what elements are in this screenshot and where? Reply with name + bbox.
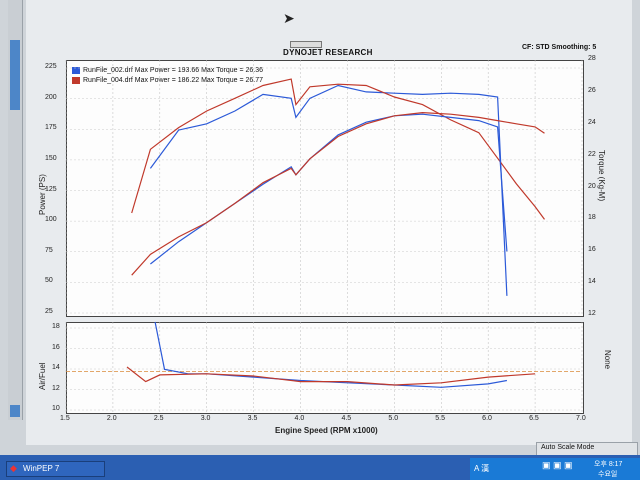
legend-label: RunFile_004.drf Max Power = 186.22 Max T… (83, 77, 264, 84)
legend-item: RunFile_004.drf Max Power = 186.22 Max T… (72, 76, 263, 86)
af-tick-label: 12 (52, 384, 60, 392)
taskbar-winpep-button[interactable]: ◆ WinPEP 7 (6, 461, 105, 477)
series-line-power (131, 78, 545, 220)
power-tick-label: 100 (45, 216, 57, 224)
power-tick-label: 25 (45, 308, 53, 315)
air-fuel-plot (66, 322, 584, 414)
legend-item: RunFile_002.drf Max Power = 193.66 Max T… (72, 66, 263, 76)
x-tick-label: 6.5 (529, 415, 539, 422)
x-tick-label: 1.5 (60, 415, 70, 422)
x-tick-label: 5.5 (435, 415, 445, 422)
clock-time[interactable]: 오후 8:17 (594, 461, 623, 468)
cf-smoothing-label: CF: STD Smoothing: 5 (522, 44, 597, 51)
x-axis-label: Engine Speed (RPM x1000) (275, 426, 378, 435)
scroll-thumb-bottom[interactable] (10, 405, 20, 417)
torque-tick-label: 24 (588, 118, 596, 126)
legend-label: RunFile_002.drf Max Power = 193.66 Max T… (83, 67, 264, 74)
auto-scale-label: Auto Scale Mode (541, 444, 595, 451)
scroll-thumb[interactable] (10, 40, 20, 110)
x-tick-label: 2.5 (153, 415, 164, 422)
x-tick-label: 6.0 (482, 415, 492, 422)
system-tray: A 漢 ▣ ▣ ▣ 오후 8:17 수요일 (470, 458, 640, 480)
ime-indicator[interactable]: A 漢 (474, 464, 490, 473)
auto-scale-status: Auto Scale Mode (536, 442, 638, 456)
legend-swatch (72, 66, 80, 74)
torque-tick-label: 28 (588, 55, 596, 62)
af-tick-label: 18 (52, 323, 60, 330)
winpep-app-icon: ◆ (10, 463, 17, 473)
torque-tick-label: 20 (588, 182, 596, 190)
series-line-af (126, 366, 536, 386)
power-tick-label: 225 (45, 63, 57, 70)
torque-tick-label: 16 (588, 246, 596, 254)
power-tick-label: 50 (45, 277, 53, 285)
x-tick-label: 2.0 (106, 415, 117, 422)
af-tick-label: 14 (52, 364, 60, 371)
power-tick-label: 175 (45, 124, 57, 132)
x-tick-label: 4.0 (294, 415, 305, 422)
x-tick-label: 5.0 (388, 415, 399, 422)
af-tick-label: 16 (52, 343, 60, 351)
mouse-cursor-icon: ➤ (283, 10, 295, 26)
torque-tick-label: 26 (588, 86, 596, 94)
tray-icons[interactable]: ▣ ▣ ▣ (542, 460, 573, 470)
power-torque-plot (66, 60, 584, 317)
torque-tick-label: 18 (588, 214, 596, 222)
torque-tick-label: 22 (588, 150, 596, 158)
power-tick-label: 150 (45, 154, 57, 162)
page-title: DYNOJET RESEARCH (283, 48, 373, 57)
series-line-af (154, 321, 508, 388)
power-tick-label: 75 (45, 246, 53, 254)
power-tick-label: 200 (45, 93, 57, 101)
x-tick-label: 3.5 (247, 415, 258, 422)
torque-tick-label: 14 (588, 278, 596, 286)
chart-legend: RunFile_002.drf Max Power = 193.66 Max T… (72, 66, 263, 86)
power-tick-label: 125 (45, 185, 57, 193)
x-tick-label: 4.5 (341, 415, 352, 422)
legend-swatch (72, 76, 80, 84)
torque-tick-label: 12 (588, 310, 596, 317)
series-line-torque (131, 111, 545, 276)
left-scrollbar[interactable] (8, 0, 23, 420)
series-line-power (149, 84, 508, 296)
taskbar-item-label: WinPEP 7 (23, 464, 60, 473)
splitter-handle[interactable] (290, 41, 322, 48)
x-tick-label: 7.0 (576, 415, 586, 422)
series-line-torque (150, 113, 508, 265)
x-tick-label: 3.0 (200, 415, 211, 422)
clock-day: 수요일 (598, 471, 618, 478)
af-tick-label: 10 (52, 405, 60, 412)
